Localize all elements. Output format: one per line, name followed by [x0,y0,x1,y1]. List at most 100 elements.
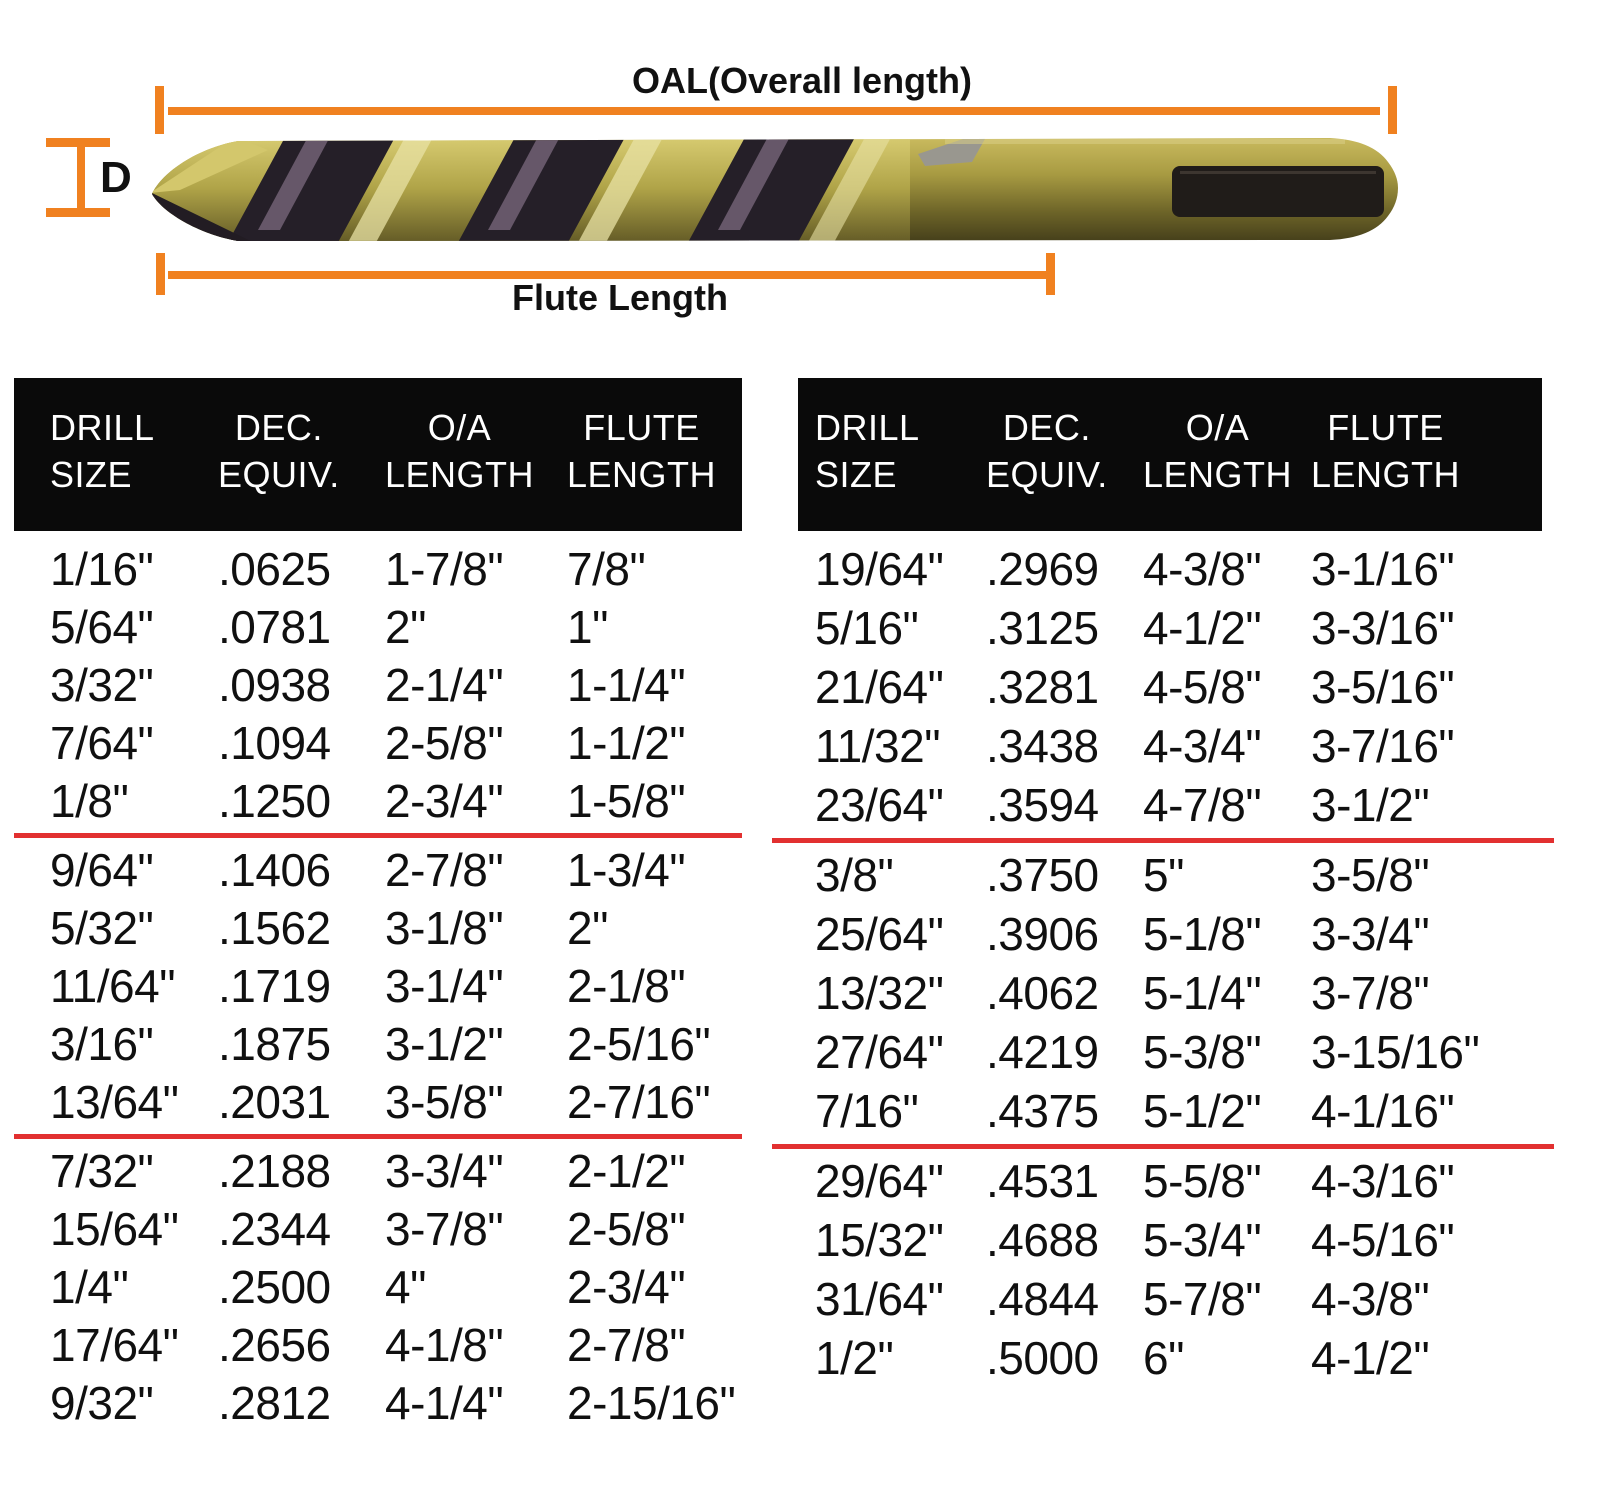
drill-size-cell: 17/64" [50,1319,179,1371]
flute-length-cell: 2-3/4" [567,1261,686,1313]
oal-line [168,107,1380,115]
oa-length-cell: 4-1/4" [385,1377,504,1429]
drill-size-cell: 1/2" [815,1332,894,1384]
flute-length-cell: 2-5/16" [567,1018,711,1070]
oa-length-cell: 4-5/8" [1143,661,1262,713]
header-line: LENGTH [1143,454,1293,495]
dec-equiv-cell: .2188 [218,1145,331,1197]
table-header: DRILL SIZE DEC. EQUIV. O/A LENGTH FLUTE … [14,378,742,531]
header-col-dec-equiv: DEC. EQUIV. [986,404,1143,531]
flute-length-cell: 3-7/8" [1311,967,1430,1019]
table-row: 7/32" .2188 3-3/4" 2-1/2" [14,1142,742,1200]
dec-equiv-cell: .3750 [986,849,1099,901]
oa-length-cell: 4" [385,1261,426,1313]
drill-size-cell: 11/32" [815,720,941,772]
drill-size-table-right: DRILL SIZE DEC. EQUIV. O/A LENGTH FLUTE … [772,378,1554,1388]
dec-equiv-cell: .4219 [986,1026,1099,1078]
oa-length-cell: 3-7/8" [385,1203,504,1255]
header-text: FLUTE LENGTH [567,404,716,498]
oa-length-cell: 3-1/2" [385,1018,504,1070]
oa-length-cell: 4-3/8" [1143,543,1262,595]
header-line: FLUTE [1327,407,1444,448]
table-row: 19/64" .2969 4-3/8" 3-1/16" [798,540,1542,599]
flute-highlight [258,138,332,230]
left-table-rows: 1/16" .0625 1-7/8" 7/8" 5/64" .0781 2" 1" 3/32".… [14,540,742,1432]
header-line: LENGTH [385,454,535,495]
oal-label: OAL(Overall length) [632,60,972,101]
oa-length-cell: 3-1/8" [385,902,504,954]
right-table-rows: 19/64" .2969 4-3/8" 3-1/16" 5/16" .3125 4-1/2"… [772,540,1554,1388]
flute-length-cell: 1-1/2" [567,717,686,769]
header-text: DEC. EQUIV. [986,404,1108,498]
table-row: 7/64" .1094 2-5/8" 1-1/2" [14,714,742,772]
flute-length-cell: 2-1/8" [567,960,686,1012]
drill-size-cell: 7/32" [50,1145,154,1197]
flute-length-cell: 3-5/8" [1311,849,1430,901]
flute-length-cell: 2-7/16" [567,1076,711,1128]
oal-right-tick [1388,86,1397,134]
group-separator-line [14,1134,742,1139]
oa-length-cell: 2-7/8" [385,844,504,896]
header-text: O/A LENGTH [385,404,534,498]
flute-length-cell: 4-1/16" [1311,1085,1455,1137]
header-col-dec-equiv: DEC. EQUIV. [218,404,385,531]
drill-size-cell: 15/64" [50,1203,179,1255]
dec-equiv-cell: .2344 [218,1203,331,1255]
dec-equiv-cell: .4062 [986,967,1099,1019]
flute-length-cell: 2-1/2" [567,1145,686,1197]
oa-length-cell: 5-1/8" [1143,908,1262,960]
dec-equiv-cell: .1406 [218,844,331,896]
group-separator-line [14,833,742,838]
flute-length-cell: 2-5/8" [567,1203,686,1255]
drill-size-cell: 7/64" [50,717,154,769]
flute-right-tick [1046,253,1055,295]
table-row: 3/32" .0938 2-1/4" 1-1/4" [14,656,742,714]
oal-left-tick [155,86,164,134]
header-line: SIZE [50,454,133,495]
flute-length-cell: 7/8" [567,543,646,595]
header-line: DEC. [234,407,323,448]
dec-equiv-cell: .2031 [218,1076,331,1128]
flute-length-cell: 2-15/16" [567,1377,736,1429]
flute-highlight [718,138,792,230]
dec-equiv-cell: .3281 [986,661,1099,713]
drill-size-cell: 15/32" [815,1214,944,1266]
drill-size-cell: 21/64" [815,661,944,713]
table-row: 17/64" .2656 4-1/8" 2-7/8" [14,1316,742,1374]
d-vertical-line [77,141,85,214]
header-text: DRILL SIZE [50,404,155,498]
oal-dimension: OAL(Overall length) [155,60,1397,134]
oa-length-cell: 3-1/4" [385,960,504,1012]
flute-length-cell: 4-3/8" [1311,1273,1430,1325]
dec-equiv-cell: .4375 [986,1085,1099,1137]
oa-length-cell: 6" [1143,1332,1184,1384]
drill-size-cell: 29/64" [815,1155,944,1207]
flute-dimension: Flute Length [156,253,1055,318]
dec-equiv-cell: .3906 [986,908,1099,960]
drill-bit-image [152,138,1398,241]
oa-length-cell: 4-1/2" [1143,602,1262,654]
oa-length-cell: 2-5/8" [385,717,504,769]
drill-size-cell: 7/16" [815,1085,919,1137]
oa-length-cell: 5" [1143,849,1184,901]
flute-length-cell: 4-5/16" [1311,1214,1455,1266]
dec-equiv-cell: .1875 [218,1018,331,1070]
flute-length-cell: 3-7/16" [1311,720,1455,772]
table-row: 29/64" .4531 5-5/8" 4-3/16" [798,1152,1542,1211]
table-row: 5/64" .0781 2" 1" [14,598,742,656]
header-line: SIZE [815,454,898,495]
flute-length-cell: 3-5/16" [1311,661,1455,713]
table-row: 23/64" .3594 4-7/8" 3-1/2" [798,776,1542,835]
gold-sheen [805,138,896,241]
dec-equiv-cell: .4688 [986,1214,1099,1266]
header-line: DEC. [1002,407,1091,448]
shank-highlight [945,139,1345,144]
header-col-drill-size: DRILL SIZE [815,404,986,531]
group-separator-line [772,838,1554,843]
dec-equiv-cell: .4531 [986,1155,1099,1207]
header-line: DRILL [815,407,920,448]
oa-length-cell: 5-3/8" [1143,1026,1262,1078]
flute-length-cell: 4-3/16" [1311,1155,1455,1207]
table-row: 21/64" .3281 4-5/8" 3-5/16" [798,658,1542,717]
